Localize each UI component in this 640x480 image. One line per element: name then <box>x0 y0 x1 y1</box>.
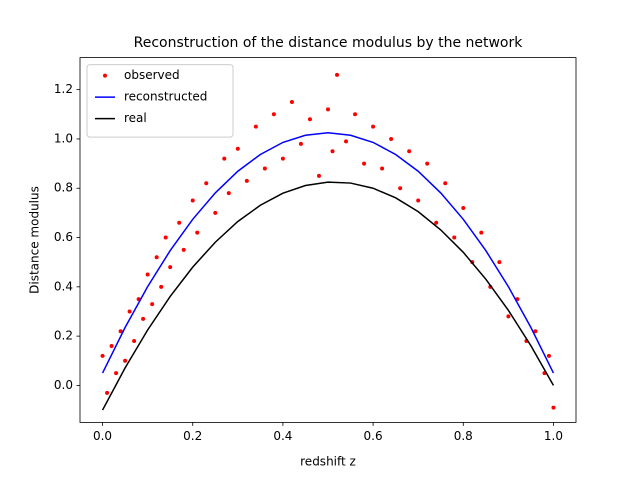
point <box>177 220 182 225</box>
point <box>380 166 385 171</box>
x-tick-label: 0.0 <box>93 429 112 443</box>
y-axis-label: Distance modulus <box>28 186 42 294</box>
point <box>416 198 421 203</box>
point <box>132 339 137 344</box>
point <box>163 235 168 240</box>
point <box>114 371 119 376</box>
y-tick-label: 0.0 <box>54 378 73 392</box>
y-tick-label: 0.2 <box>54 329 73 343</box>
point <box>389 136 394 141</box>
y-tick-label: 1.2 <box>54 82 73 96</box>
point <box>443 181 448 186</box>
point <box>407 149 412 154</box>
x-axis-label: redshift z <box>300 455 356 469</box>
point <box>109 343 114 348</box>
point <box>141 316 146 321</box>
y-tick-label: 0.6 <box>54 230 73 244</box>
point <box>262 166 267 171</box>
point <box>289 99 294 104</box>
chart-title: Reconstruction of the distance modulus b… <box>134 35 524 51</box>
point <box>344 139 349 144</box>
point <box>506 314 511 319</box>
point <box>145 272 150 277</box>
line <box>101 132 555 374</box>
point <box>362 161 367 166</box>
point <box>204 181 209 186</box>
point <box>298 141 303 146</box>
point <box>461 205 466 210</box>
point <box>371 124 376 129</box>
point <box>235 146 240 151</box>
point <box>118 329 123 334</box>
point <box>452 235 457 240</box>
y-tick-label: 0.4 <box>54 279 73 293</box>
point <box>226 191 231 196</box>
point <box>105 390 110 395</box>
point <box>307 117 312 122</box>
legend-box <box>86 64 234 138</box>
point <box>150 302 155 307</box>
y-tick-label: 0.8 <box>54 181 73 195</box>
x-tick-label: 0.8 <box>454 429 473 443</box>
point <box>497 260 502 265</box>
point <box>271 112 276 117</box>
point <box>213 210 218 215</box>
point <box>546 353 551 358</box>
point <box>253 124 258 129</box>
point <box>398 186 403 191</box>
point <box>181 247 186 252</box>
point <box>479 230 484 235</box>
point <box>330 149 335 154</box>
point <box>127 309 132 314</box>
y-tick-label: 1.0 <box>54 131 73 145</box>
point <box>190 198 195 203</box>
point <box>533 329 538 334</box>
point <box>353 112 358 117</box>
point <box>335 72 340 77</box>
point <box>280 156 285 161</box>
point <box>100 353 105 358</box>
point <box>154 255 159 260</box>
point <box>195 230 200 235</box>
point <box>168 265 173 270</box>
point <box>316 173 321 178</box>
point <box>123 358 128 363</box>
point <box>244 178 249 183</box>
legend-label: real <box>124 111 147 125</box>
point <box>222 156 227 161</box>
point <box>425 161 430 166</box>
plot-frame <box>79 57 577 423</box>
legend-label: reconstructed <box>124 90 207 104</box>
point <box>551 405 556 410</box>
legend-label: observed <box>124 68 180 82</box>
x-tick-label: 0.6 <box>364 429 383 443</box>
point <box>326 107 330 112</box>
x-tick-label: 0.4 <box>273 429 292 443</box>
point <box>434 220 439 225</box>
x-tick-label: 1.0 <box>544 429 563 443</box>
point <box>159 284 164 289</box>
x-tick-label: 0.2 <box>183 429 202 443</box>
line <box>101 181 555 411</box>
legend-marker <box>103 73 107 78</box>
